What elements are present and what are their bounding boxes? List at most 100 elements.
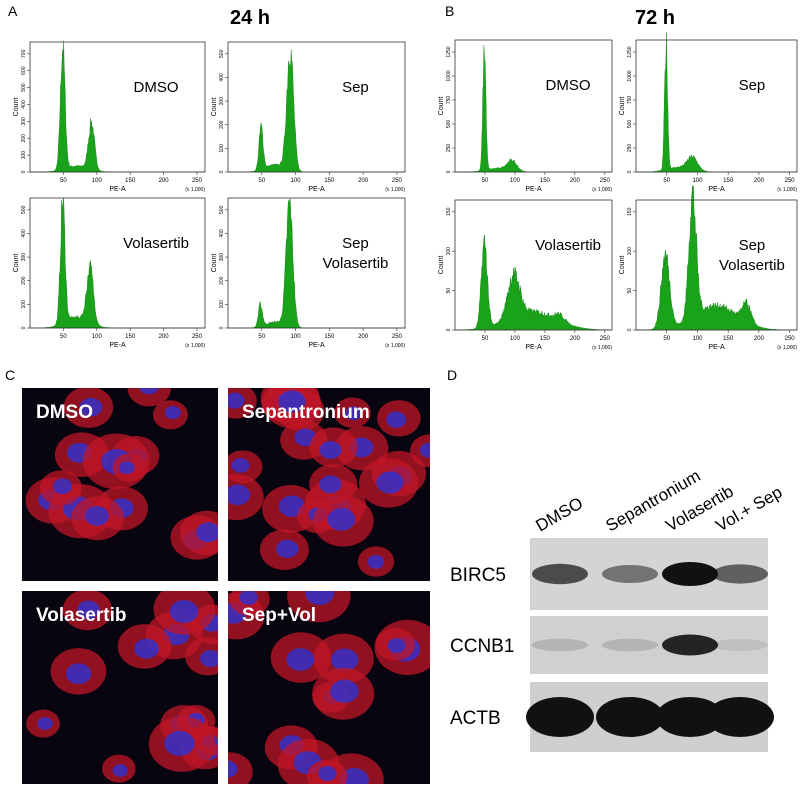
cell-nucleus (330, 648, 359, 672)
blot-band (706, 697, 774, 737)
x-tick-label: 100 (510, 336, 521, 342)
histogram-area (635, 32, 797, 173)
blot-band (712, 639, 768, 651)
y-axis-label: Count (13, 98, 20, 117)
y-axis-label: Count (211, 254, 218, 273)
x-axis-unit: (x 1,000) (185, 187, 205, 193)
plot-frame (635, 39, 798, 173)
plot-frame (635, 199, 798, 331)
image-label: Sep+Vol (242, 605, 316, 626)
y-tick-label: 400 (219, 73, 225, 82)
y-tick-label: 250 (627, 144, 633, 153)
cell-nucleus (319, 440, 342, 459)
y-tick-label: 300 (21, 117, 27, 126)
plot-frame (454, 199, 613, 331)
cell-nucleus (376, 471, 404, 494)
blot-band (712, 564, 768, 584)
blot-band (526, 697, 594, 737)
y-tick-label: 1250 (446, 46, 452, 57)
x-tick-label: 200 (358, 334, 369, 340)
panel-letter: C (5, 367, 15, 383)
cell-body (287, 591, 351, 623)
plot-frame (227, 197, 406, 329)
y-tick-label: 50 (446, 288, 452, 294)
y-tick-label: 1000 (446, 70, 452, 81)
cell-nucleus (276, 539, 299, 559)
y-axis-label: Count (13, 254, 20, 273)
x-tick-label: 50 (60, 178, 67, 184)
y-tick-label: 0 (627, 170, 633, 173)
y-tick-label: 1250 (627, 46, 633, 57)
y-tick-label: 200 (21, 276, 27, 285)
y-tick-label: 500 (21, 83, 27, 92)
x-tick-label: 100 (692, 178, 703, 184)
x-tick-label: 250 (392, 334, 403, 340)
x-tick-label: 250 (600, 178, 611, 184)
histogram-area (454, 45, 612, 173)
micrograph: Sep+Vol (228, 591, 430, 784)
x-axis-unit: (x 1,000) (592, 187, 612, 193)
cell-nucleus (327, 507, 356, 531)
y-tick-label: 0 (627, 328, 633, 331)
y-axis-label: Count (438, 97, 445, 116)
x-tick-label: 100 (291, 334, 302, 340)
sample-label: Sep (342, 235, 369, 252)
blot-row (530, 616, 768, 674)
histogram-plot: Sep 50 100 150 200 250 0 100 200 300 400 500 PE-A (x … (211, 41, 406, 193)
cell-nucleus (228, 760, 238, 778)
sample-label: Sep (342, 79, 369, 96)
sample-label: Volasertib (123, 235, 189, 252)
sample-label: Volasertib (719, 257, 785, 274)
histogram-area (228, 49, 405, 173)
y-tick-label: 500 (627, 120, 633, 129)
y-tick-label: 300 (219, 253, 225, 262)
blot-background (530, 616, 768, 674)
y-tick-label: 750 (627, 96, 633, 105)
protein-label: CCNB1 (450, 636, 514, 657)
cell-nucleus (319, 475, 342, 494)
x-axis-unit: (x 1,000) (777, 187, 797, 193)
y-tick-label: 300 (21, 253, 27, 262)
y-tick-label: 1000 (627, 70, 633, 81)
x-tick-label: 150 (125, 334, 136, 340)
y-tick-label: 400 (219, 229, 225, 238)
y-tick-label: 700 (21, 49, 27, 58)
cell-nucleus (419, 442, 430, 458)
cell-nucleus (52, 478, 73, 495)
blot-row (526, 682, 774, 752)
cell-nucleus (239, 591, 258, 606)
x-tick-label: 100 (92, 178, 103, 184)
histogram-plot: Sep 50 100 150 200 250 0 250 500 750 1000 1250 PE-A (… (619, 32, 798, 193)
y-tick-label: 500 (21, 205, 27, 214)
cell-nucleus (79, 397, 103, 417)
y-tick-label: 200 (21, 134, 27, 143)
x-axis-label: PE-A (109, 342, 126, 349)
y-tick-label: 50 (627, 288, 633, 294)
x-tick-label: 200 (570, 178, 581, 184)
histogram-plot: Volasertib 50 100 150 200 250 0 50 100 150 PE-A (x … (438, 199, 613, 351)
x-tick-label: 150 (723, 336, 734, 342)
x-tick-label: 250 (192, 334, 203, 340)
blot-band (662, 634, 718, 656)
histogram-area (29, 40, 205, 173)
x-tick-label: 150 (324, 334, 335, 340)
x-axis-label: PE-A (708, 186, 725, 193)
x-axis-label: PE-A (109, 186, 126, 193)
cell-nucleus (169, 599, 199, 624)
cell-nucleus (112, 764, 128, 777)
sample-label: Volasertib (535, 237, 601, 254)
y-axis-label: Count (438, 256, 445, 275)
y-axis-label: Count (211, 98, 218, 117)
histogram-area (635, 185, 797, 331)
cell-nucleus (119, 461, 135, 475)
histogram-plot: Volasertib 50 100 150 200 250 0 100 200 300 400 500… (13, 197, 206, 349)
cell-nucleus (139, 388, 159, 395)
y-tick-label: 500 (446, 120, 452, 129)
sample-label: DMSO (546, 77, 591, 94)
y-tick-label: 750 (446, 96, 452, 105)
cell-nucleus (228, 392, 245, 409)
blot-band (596, 697, 664, 737)
y-axis-label: Count (619, 256, 626, 275)
x-tick-label: 100 (92, 334, 103, 340)
y-tick-label: 150 (627, 207, 633, 216)
